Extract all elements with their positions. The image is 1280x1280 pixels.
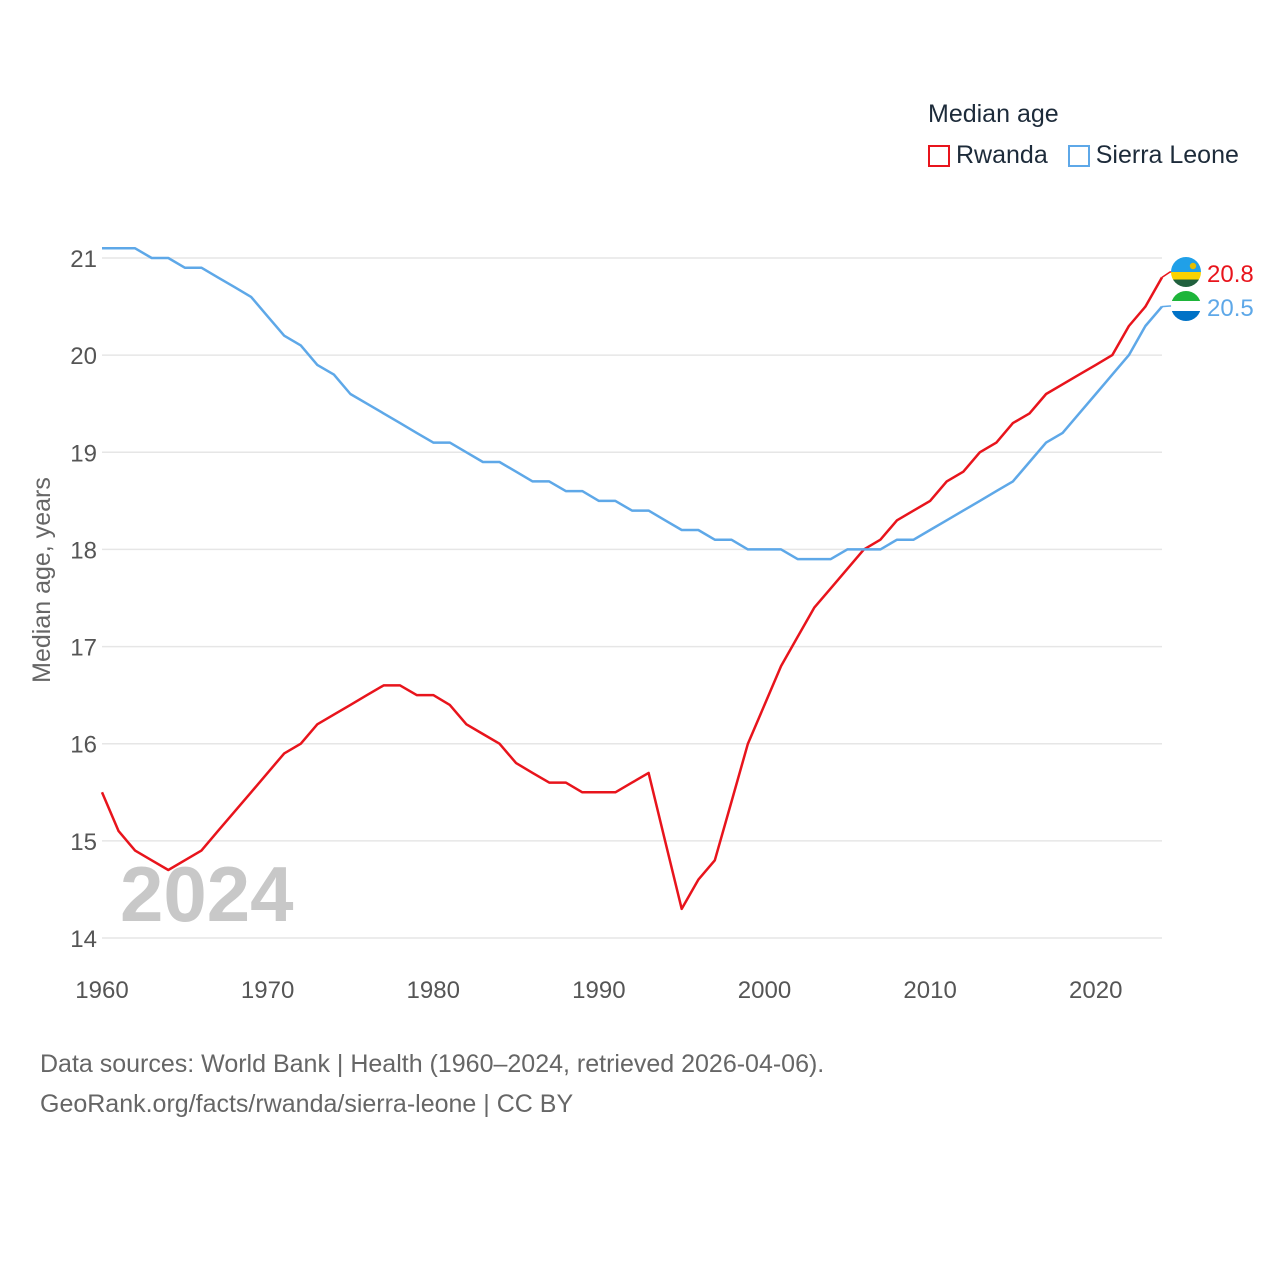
y-tick-label: 16	[70, 732, 97, 759]
data-sources-text: Data sources: World Bank | Health (1960–…	[40, 1050, 825, 1078]
x-tick-label: 1990	[572, 977, 625, 1004]
legend-label-rwanda: Rwanda	[956, 141, 1048, 169]
legend-title: Median age	[928, 100, 1059, 128]
y-tick-label: 15	[70, 829, 97, 856]
x-tick-label: 2010	[903, 977, 956, 1004]
y-axis-label: Median age, years	[28, 477, 56, 683]
sierra-leone-flag-icon	[1171, 291, 1201, 321]
footer: Data sources: World Bank | Health (1960–…	[40, 1044, 824, 1124]
legend-item-rwanda[interactable]: Rwanda	[928, 141, 1048, 170]
x-tick-label: 1980	[407, 977, 460, 1004]
y-tick-label: 17	[70, 635, 97, 662]
series-lines	[100, 247, 1164, 911]
y-tick-label: 20	[70, 343, 97, 370]
x-axis-ticks: 1960 1970 1980 1990 2000 2010 2020	[75, 977, 1122, 1004]
y-tick-label: 18	[70, 537, 97, 564]
y-tick-label: 14	[70, 926, 97, 953]
legend: Median age Rwanda Sierra Leone	[928, 100, 1239, 170]
x-tick-label: 1960	[75, 977, 128, 1004]
legend-swatch-rwanda	[928, 144, 950, 167]
y-tick-label: 19	[70, 440, 97, 467]
x-tick-label: 1970	[241, 977, 294, 1004]
legend-swatch-sierra-leone	[1067, 144, 1090, 167]
end-value-label-rwanda: 20.8	[1207, 261, 1254, 288]
y-tick-label: 21	[70, 246, 97, 273]
year-watermark: 2024	[120, 850, 294, 938]
end-value-label-sierra-leone: 20.5	[1207, 295, 1254, 322]
source-link[interactable]: GeoRank.org/facts/rwanda/sierra-leone | …	[40, 1090, 574, 1118]
y-axis-ticks: 14 15 16 17 18 19 20 21	[70, 246, 97, 953]
end-labels: 20.8 20.5	[1161, 257, 1254, 322]
x-tick-label: 2000	[738, 977, 791, 1004]
legend-item-sierra-leone[interactable]: Sierra Leone	[1067, 141, 1239, 170]
x-tick-label: 2020	[1069, 977, 1122, 1004]
legend-label-sierra-leone: Sierra Leone	[1095, 141, 1239, 169]
series-line-sierra-leone	[102, 247, 1163, 561]
series-line-rwanda	[100, 276, 1164, 911]
rwanda-flag-icon	[1171, 257, 1201, 287]
gridlines	[102, 257, 1162, 939]
